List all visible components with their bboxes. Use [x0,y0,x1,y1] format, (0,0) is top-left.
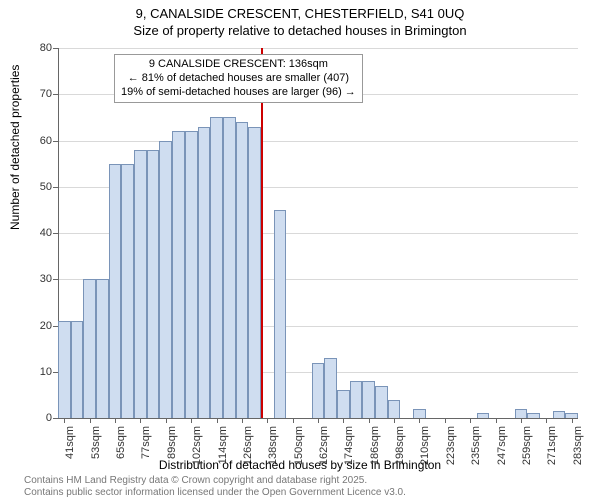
histogram-bar [121,164,134,418]
histogram-bar [362,381,375,418]
chart-title: 9, CANALSIDE CRESCENT, CHESTERFIELD, S41… [0,0,600,40]
histogram-bar [172,131,185,418]
x-tick-mark [369,418,370,423]
footer-line-1: Contains HM Land Registry data © Crown c… [24,475,406,487]
x-tick-mark [115,418,116,423]
y-tick-label: 30 [40,273,52,285]
annotation-line-1: 9 CANALSIDE CRESCENT: 136sqm [121,58,356,72]
histogram-bar [248,127,261,418]
x-tick-mark [470,418,471,423]
histogram-bar [312,363,325,419]
histogram-bar [71,321,84,418]
x-tick-label: 77sqm [140,426,152,459]
histogram-bar [515,409,528,418]
histogram-bar [185,131,198,418]
x-axis-label: Distribution of detached houses by size … [0,458,600,472]
reference-line [261,48,263,418]
histogram-bar [134,150,147,418]
histogram-bar [147,150,160,418]
histogram-bar [388,400,401,419]
footer-line-2: Contains public sector information licen… [24,487,406,499]
x-tick-mark [217,418,218,423]
annotation-line-2: ← 81% of detached houses are smaller (40… [121,72,356,86]
annotation-line-3: 19% of semi-detached houses are larger (… [121,86,356,100]
histogram-bar [96,279,109,418]
histogram-bar [198,127,211,418]
y-tick-label: 0 [46,412,52,424]
histogram-bar [324,358,337,418]
gridline [58,48,578,49]
x-tick-mark [546,418,547,423]
y-tick-label: 20 [40,320,52,332]
x-tick-label: 53sqm [90,426,102,459]
x-tick-mark [64,418,65,423]
y-tick-label: 60 [40,135,52,147]
x-tick-mark [267,418,268,423]
y-axis-label: Number of detached properties [8,65,22,230]
x-tick-mark [343,418,344,423]
y-tick-label: 10 [40,366,52,378]
histogram-bar [109,164,122,418]
x-tick-mark [521,418,522,423]
x-tick-mark [445,418,446,423]
histogram-bar [375,386,388,418]
gridline [58,141,578,142]
plot-area: 0102030405060708041sqm53sqm65sqm77sqm89s… [58,48,578,418]
x-tick-label: 65sqm [115,426,127,459]
x-tick-mark [419,418,420,423]
x-tick-mark [318,418,319,423]
x-tick-mark [496,418,497,423]
title-line-1: 9, CANALSIDE CRESCENT, CHESTERFIELD, S41… [0,6,600,23]
x-tick-label: 41sqm [64,426,76,459]
y-tick-label: 80 [40,42,52,54]
y-tick-label: 70 [40,88,52,100]
histogram-bar [210,117,223,418]
x-tick-mark [293,418,294,423]
plot: 0102030405060708041sqm53sqm65sqm77sqm89s… [58,48,578,418]
x-tick-label: 89sqm [166,426,178,459]
y-tick-label: 50 [40,181,52,193]
histogram-bar [236,122,249,418]
histogram-bar [223,117,236,418]
x-tick-mark [394,418,395,423]
x-tick-mark [90,418,91,423]
x-tick-mark [572,418,573,423]
histogram-bar [477,413,490,418]
title-line-2: Size of property relative to detached ho… [0,23,600,40]
histogram-bar [274,210,287,418]
x-tick-mark [191,418,192,423]
histogram-bar [413,409,426,418]
histogram-bar [350,381,363,418]
x-tick-mark [166,418,167,423]
histogram-bar [83,279,96,418]
histogram-bar [553,411,566,418]
x-tick-mark [140,418,141,423]
footer-attribution: Contains HM Land Registry data © Crown c… [24,475,406,498]
histogram-bar [527,413,540,418]
histogram-bar [337,390,350,418]
chart-container: 9, CANALSIDE CRESCENT, CHESTERFIELD, S41… [0,0,600,500]
y-tick-label: 40 [40,227,52,239]
histogram-bar [58,321,71,418]
x-tick-mark [242,418,243,423]
annotation-box: 9 CANALSIDE CRESCENT: 136sqm← 81% of det… [114,54,363,103]
histogram-bar [159,141,172,419]
